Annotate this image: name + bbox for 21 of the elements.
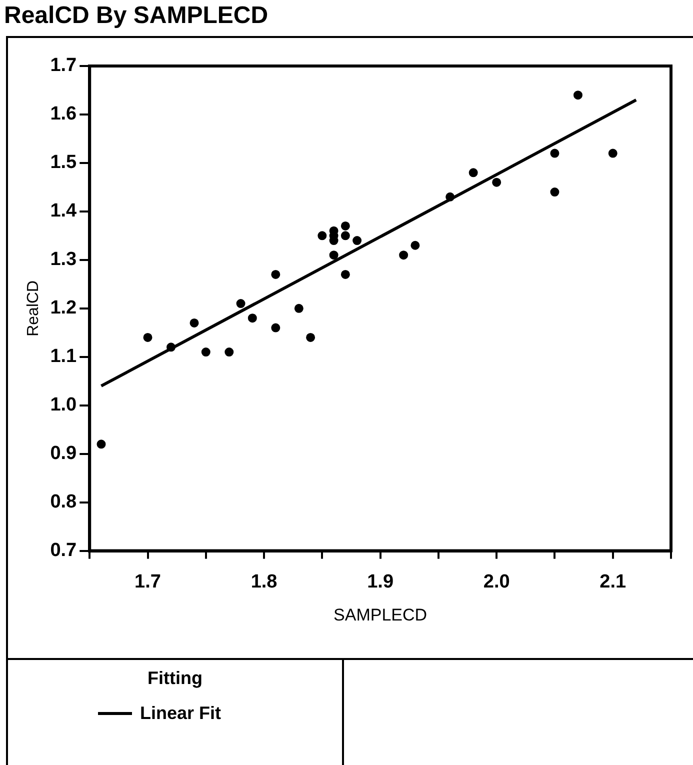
x-tick-label: 1.8 <box>250 571 278 592</box>
chart-title: RealCD By SAMPLECD <box>4 2 268 30</box>
y-axis-title: RealCD <box>25 280 42 336</box>
y-tick-label: 1.2 <box>50 298 77 319</box>
y-tick-label: 1.1 <box>50 346 78 368</box>
x-axis-title: SAMPLECD <box>334 605 428 624</box>
y-tick-label: 0.9 <box>50 443 77 464</box>
y-tick-label: 1.0 <box>50 394 77 416</box>
x-tick-label: 1.7 <box>134 571 161 592</box>
y-tick-label: 1.3 <box>50 249 77 270</box>
legend-title: Fitting <box>146 668 204 689</box>
x-tick-label: 2.1 <box>600 571 626 592</box>
y-tick-label: 1.7 <box>50 55 77 76</box>
y-tick-label: 0.8 <box>50 492 77 513</box>
x-tick-label: 1.9 <box>367 571 394 592</box>
y-tick-label: 1.4 <box>50 200 78 222</box>
x-tick-label: 2.0 <box>483 571 510 592</box>
legend-label: Linear Fit <box>140 703 222 724</box>
y-tick-label: 1.5 <box>50 152 78 174</box>
y-tick-label: 1.6 <box>50 104 77 125</box>
y-tick-label: 0.7 <box>50 540 77 562</box>
